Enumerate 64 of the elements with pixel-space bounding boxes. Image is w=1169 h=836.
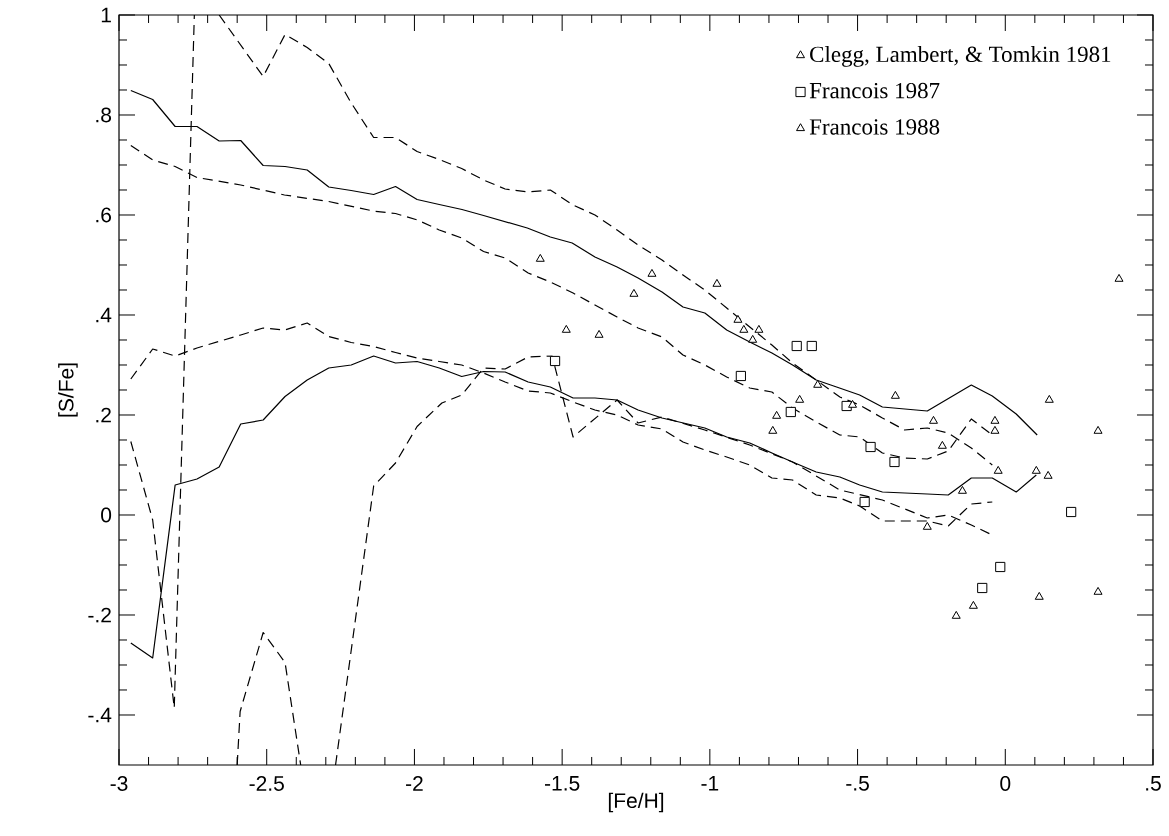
x-axis-title: [Fe/H] bbox=[608, 792, 664, 813]
point bbox=[865, 441, 876, 453]
point bbox=[968, 600, 978, 609]
point bbox=[791, 340, 802, 352]
x-tick-label: -1.5 bbox=[544, 776, 580, 791]
point bbox=[1066, 506, 1077, 518]
point bbox=[1031, 465, 1041, 474]
point bbox=[890, 390, 900, 399]
point bbox=[549, 355, 561, 367]
point bbox=[937, 440, 947, 449]
point bbox=[712, 278, 722, 287]
point bbox=[951, 610, 961, 619]
point bbox=[929, 415, 938, 424]
legend-label: Clegg, Lambert, & Tomkin 1981 bbox=[810, 45, 1111, 67]
point bbox=[754, 324, 764, 333]
point bbox=[1043, 470, 1053, 479]
point bbox=[990, 425, 1000, 434]
point bbox=[748, 334, 758, 343]
y-tick-label: -.4 bbox=[88, 707, 112, 723]
x-tick-label: -1 bbox=[701, 776, 719, 791]
point bbox=[795, 394, 805, 403]
y-tick-label: .8 bbox=[96, 107, 112, 123]
point bbox=[813, 379, 823, 388]
y-tick-label: 0 bbox=[101, 507, 112, 523]
point bbox=[889, 456, 900, 468]
x-tick-label: -2.5 bbox=[249, 776, 284, 791]
point bbox=[957, 485, 967, 494]
point bbox=[1093, 586, 1103, 595]
point bbox=[1093, 425, 1103, 434]
point bbox=[1044, 394, 1054, 403]
point bbox=[1114, 273, 1124, 282]
x-tick-label: -3 bbox=[110, 776, 128, 791]
point bbox=[806, 340, 817, 352]
point bbox=[739, 324, 749, 333]
point bbox=[594, 329, 604, 338]
x-tick-label: -2 bbox=[406, 776, 423, 791]
point bbox=[993, 465, 1003, 474]
y-tick-label: .2 bbox=[96, 407, 111, 423]
point bbox=[561, 324, 571, 333]
point bbox=[922, 521, 932, 530]
point bbox=[735, 370, 746, 382]
legend-label: Francois 1988 bbox=[809, 119, 940, 135]
y-tick-label: 1 bbox=[101, 7, 111, 23]
x-tick-label: 0 bbox=[1000, 776, 1011, 791]
x-tick-label: -.5 bbox=[846, 776, 869, 791]
point bbox=[772, 410, 782, 419]
point bbox=[848, 399, 858, 408]
point bbox=[647, 268, 657, 277]
point bbox=[990, 415, 1000, 424]
y-tick-label: .6 bbox=[96, 207, 112, 223]
y-tick-label: .4 bbox=[96, 307, 112, 323]
legend-label: Francois 1987 bbox=[809, 82, 940, 99]
point bbox=[733, 314, 743, 323]
point bbox=[1034, 591, 1044, 600]
point bbox=[977, 582, 988, 594]
y-axis-title: [S/Fe] bbox=[58, 363, 78, 417]
point bbox=[535, 253, 545, 262]
y-tick-label: -.2 bbox=[88, 607, 111, 623]
point bbox=[785, 406, 796, 418]
point bbox=[859, 496, 870, 508]
x-tick-label: .5 bbox=[1146, 776, 1161, 791]
point bbox=[768, 425, 778, 434]
point bbox=[995, 561, 1006, 573]
point bbox=[629, 288, 639, 297]
